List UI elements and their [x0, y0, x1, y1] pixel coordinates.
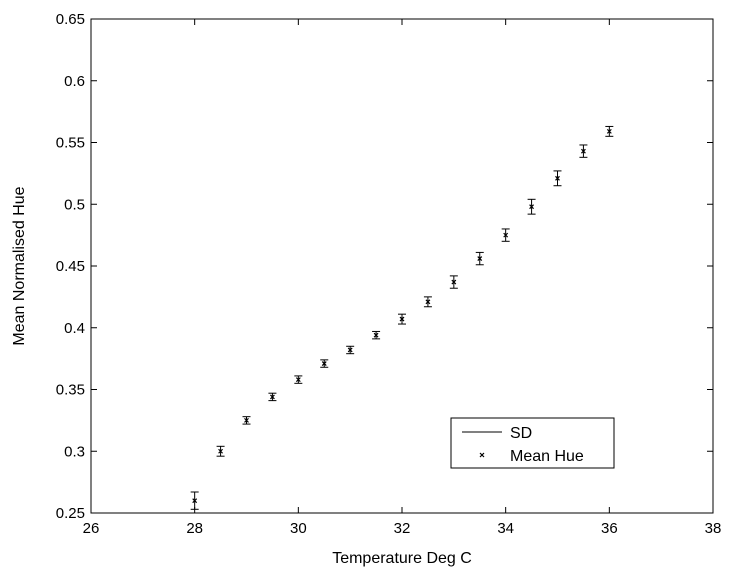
- x-tick-label: 28: [186, 520, 203, 537]
- x-axis-label: Temperature Deg C: [332, 550, 472, 567]
- mean-hue-point: [580, 148, 586, 154]
- mean-hue-point: [529, 204, 535, 210]
- y-axis-label: Mean Normalised Hue: [11, 186, 28, 345]
- y-tick-label: 0.35: [56, 382, 85, 399]
- y-tick-label: 0.55: [56, 135, 85, 152]
- mean-hue-point: [295, 377, 301, 383]
- mean-hue-point: [192, 498, 198, 504]
- y-tick-label: 0.65: [56, 11, 85, 28]
- x-tick-label: 38: [705, 520, 722, 537]
- x-tick-label: 30: [290, 520, 307, 537]
- x-tick-label: 26: [83, 520, 100, 537]
- mean-hue-point: [606, 128, 612, 134]
- x-tick-label: 32: [394, 520, 411, 537]
- mean-hue-point: [373, 332, 379, 338]
- y-tick-label: 0.3: [64, 443, 85, 460]
- mean-hue-point: [244, 417, 249, 423]
- x-tick-label: 36: [601, 520, 618, 537]
- legend-box: [450, 417, 615, 469]
- y-tick-label: 0.5: [64, 196, 85, 213]
- mean-hue-point: [503, 232, 509, 238]
- legend-mean-marker: [479, 452, 485, 458]
- mean-hue-point: [347, 347, 353, 353]
- tick-labels: 26 28 30 32 34 36 38 0.25 0.3 0.35 0.4 0.45 0.5 0.55 0…: [56, 11, 722, 537]
- x-tick-label: 34: [497, 520, 514, 537]
- plot-frame: [90, 18, 714, 514]
- mean-hue-point: [321, 361, 327, 366]
- mean-hue-point: [451, 279, 457, 285]
- y-tick-label: 0.4: [64, 320, 85, 337]
- y-tick-label: 0.45: [56, 258, 85, 275]
- legend-sd-label: SD: [510, 425, 532, 442]
- mean-hue-point: [555, 175, 560, 181]
- mean-hue-point: [399, 316, 405, 322]
- data-marks: [190, 125, 614, 510]
- mean-hue-point: [425, 299, 431, 305]
- mean-hue-point: [269, 394, 275, 400]
- mean-hue-point: [477, 256, 483, 262]
- mean-hue-point: [218, 448, 224, 454]
- legend-mean-label: Mean Hue: [510, 448, 584, 465]
- legend: SD Mean Hue: [450, 417, 615, 469]
- y-tick-label: 0.6: [64, 73, 85, 90]
- ticks: [90, 18, 714, 514]
- y-tick-label: 0.25: [56, 505, 85, 522]
